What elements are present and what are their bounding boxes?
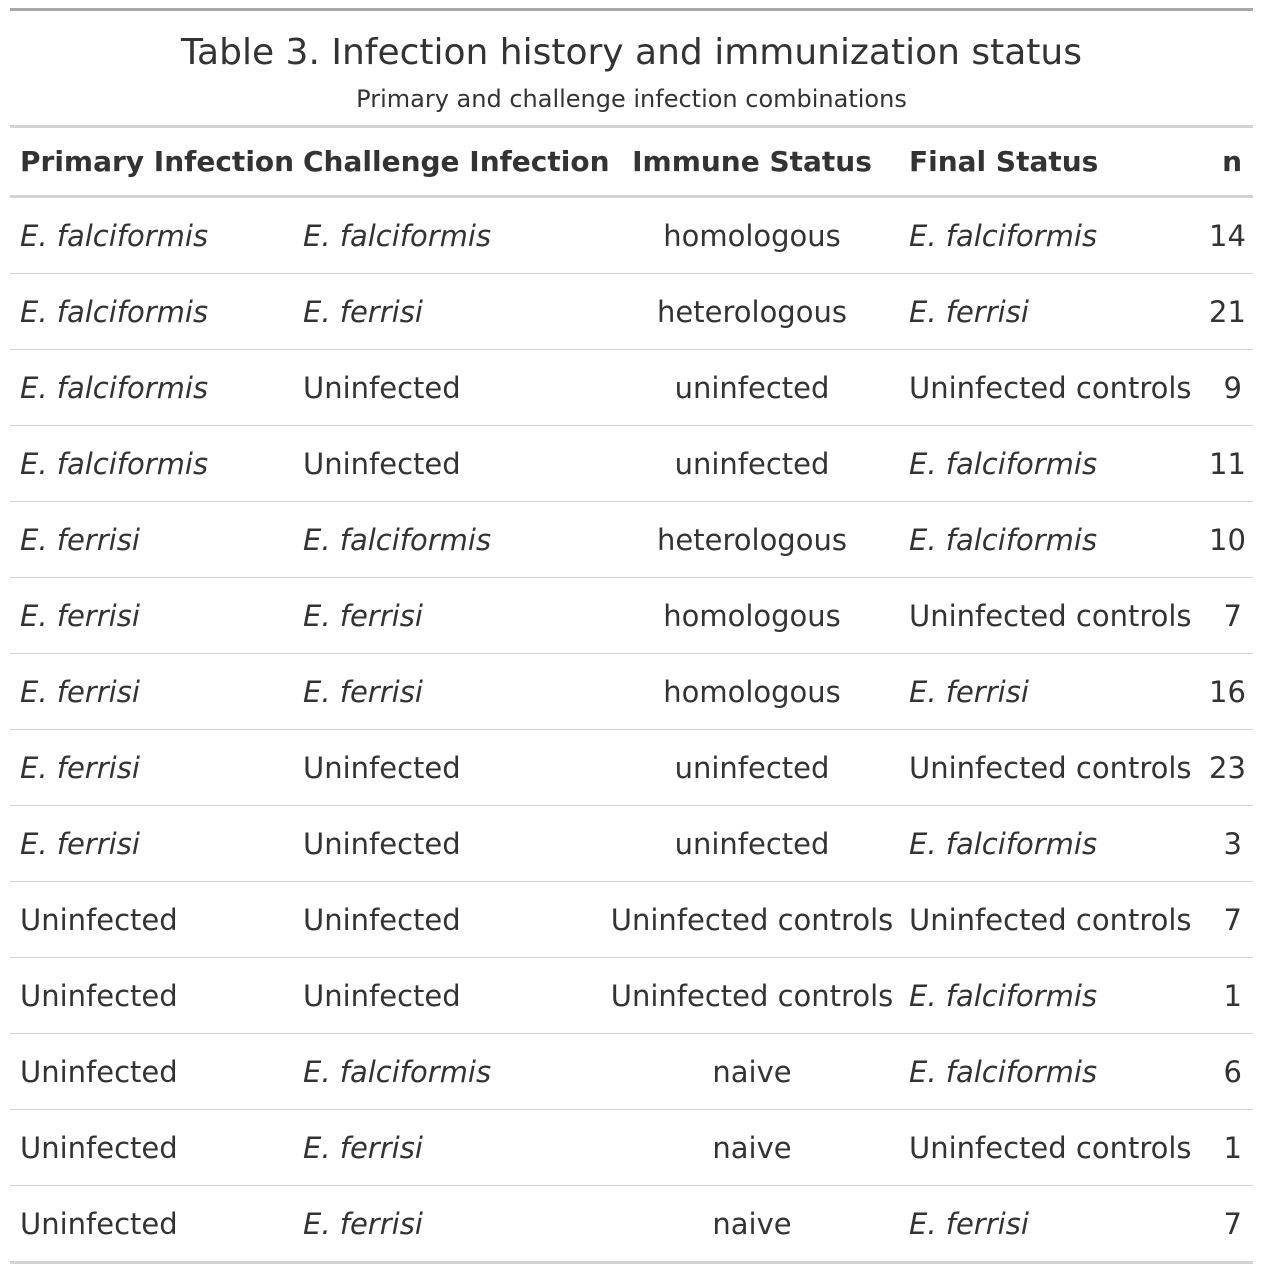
cell-primary-infection: E. falciformis xyxy=(10,196,293,274)
table-row: E. falciformis Uninfected uninfected Uninfe… xyxy=(10,349,1253,426)
table-row: E. ferrisi E. ferrisi homologous E. ferrisi… xyxy=(10,653,1253,730)
cell-final-status: E. falciformis xyxy=(899,425,1209,502)
cell-immune-status: homologous xyxy=(605,653,899,730)
table-row: E. falciformis E. falciformis homologous E.… xyxy=(10,196,1253,274)
cell-final-status: E. ferrisi xyxy=(899,273,1209,350)
cell-n: 11 xyxy=(1209,425,1253,502)
table-row: E. ferrisi E. ferrisi homologous Uninfected… xyxy=(10,577,1253,654)
table-row: E. ferrisi Uninfected uninfected Uninfected… xyxy=(10,729,1253,806)
cell-n: 7 xyxy=(1209,881,1253,958)
cell-n: 6 xyxy=(1209,1033,1253,1110)
cell-immune-status: uninfected xyxy=(605,805,899,882)
cell-primary-infection: E. falciformis xyxy=(10,349,293,426)
column-header-final-status: Final Status xyxy=(899,128,1209,198)
cell-n: 14 xyxy=(1209,196,1253,274)
cell-primary-infection: E. ferrisi xyxy=(10,805,293,882)
cell-challenge-infection: Uninfected xyxy=(293,805,605,882)
cell-final-status: E. ferrisi xyxy=(899,653,1209,730)
cell-n: 23 xyxy=(1209,729,1253,806)
table-container: Table 3. Infection history and immunizat… xyxy=(10,8,1253,1264)
cell-challenge-infection: Uninfected xyxy=(293,349,605,426)
cell-immune-status: naive xyxy=(605,1185,899,1264)
cell-primary-infection: Uninfected xyxy=(10,881,293,958)
cell-challenge-infection: Uninfected xyxy=(293,425,605,502)
cell-final-status: E. falciformis xyxy=(899,196,1209,274)
cell-challenge-infection: E. ferrisi xyxy=(293,1109,605,1186)
cell-final-status: E. falciformis xyxy=(899,501,1209,578)
cell-challenge-infection: E. ferrisi xyxy=(293,653,605,730)
cell-challenge-infection: E. ferrisi xyxy=(293,1185,605,1264)
cell-immune-status: uninfected xyxy=(605,425,899,502)
column-header-primary-infection: Primary Infection xyxy=(10,128,294,198)
cell-final-status: E. falciformis xyxy=(899,1033,1209,1110)
cell-primary-infection: Uninfected xyxy=(10,1109,293,1186)
table-title: Table 3. Infection history and immunizat… xyxy=(181,32,1082,73)
cell-n: 1 xyxy=(1209,957,1253,1034)
cell-challenge-infection: Uninfected xyxy=(293,957,605,1034)
cell-final-status: Uninfected controls xyxy=(899,1109,1209,1186)
cell-final-status: E. falciformis xyxy=(899,805,1209,882)
cell-final-status: Uninfected controls xyxy=(899,349,1209,426)
table-header: Primary Infection Challenge Infection Im… xyxy=(10,128,1253,198)
cell-n: 21 xyxy=(1209,273,1253,350)
cell-immune-status: heterologous xyxy=(605,273,899,350)
cell-challenge-infection: Uninfected xyxy=(293,881,605,958)
cell-final-status: Uninfected controls xyxy=(899,729,1209,806)
cell-n: 7 xyxy=(1209,1185,1253,1264)
table-row: E. falciformis Uninfected uninfected E. fal… xyxy=(10,425,1253,502)
cell-challenge-infection: Uninfected xyxy=(293,729,605,806)
cell-immune-status: homologous xyxy=(605,577,899,654)
cell-challenge-infection: E. ferrisi xyxy=(293,273,605,350)
cell-immune-status: Uninfected controls xyxy=(605,957,899,1034)
title-rule xyxy=(10,125,1253,128)
table-row: E. ferrisi E. falciformis heterologous E. f… xyxy=(10,501,1253,578)
cell-immune-status: heterologous xyxy=(605,501,899,578)
cell-immune-status: uninfected xyxy=(605,349,899,426)
column-header-challenge-infection: Challenge Infection xyxy=(293,128,610,198)
cell-immune-status: uninfected xyxy=(605,729,899,806)
data-table: Primary Infection Challenge Infection Im… xyxy=(10,128,1253,1264)
cell-challenge-infection: E. falciformis xyxy=(293,196,605,274)
cell-immune-status: naive xyxy=(605,1033,899,1110)
cell-primary-infection: E. ferrisi xyxy=(10,501,293,578)
cell-primary-infection: Uninfected xyxy=(10,1185,293,1264)
table-row: E. ferrisi Uninfected uninfected E. falcifo… xyxy=(10,805,1253,882)
table-body: E. falciformis E. falciformis homologous E.… xyxy=(10,196,1253,1264)
cell-immune-status: Uninfected controls xyxy=(605,881,899,958)
table-row: Uninfected E. ferrisi naive Uninfected cont… xyxy=(10,1109,1253,1186)
cell-immune-status: homologous xyxy=(605,196,899,274)
table-row: Uninfected Uninfected Uninfected controls E… xyxy=(10,957,1253,1034)
column-header-immune-status: Immune Status xyxy=(605,128,899,198)
cell-n: 9 xyxy=(1209,349,1253,426)
cell-n: 3 xyxy=(1209,805,1253,882)
cell-final-status: E. ferrisi xyxy=(899,1185,1209,1264)
cell-final-status: Uninfected controls xyxy=(899,577,1209,654)
cell-n: 1 xyxy=(1209,1109,1253,1186)
cell-primary-infection: E. ferrisi xyxy=(10,729,293,806)
table-row: Uninfected Uninfected Uninfected controls U… xyxy=(10,881,1253,958)
cell-final-status: E. falciformis xyxy=(899,957,1209,1034)
table-row: E. falciformis E. ferrisi heterologous E. f… xyxy=(10,273,1253,350)
cell-n: 10 xyxy=(1209,501,1253,578)
cell-challenge-infection: E. falciformis xyxy=(293,501,605,578)
cell-final-status: Uninfected controls xyxy=(899,881,1209,958)
header-row: Primary Infection Challenge Infection Im… xyxy=(10,128,1253,198)
cell-n: 16 xyxy=(1209,653,1253,730)
cell-n: 7 xyxy=(1209,577,1253,654)
table-row: Uninfected E. ferrisi naive E. ferrisi 7 xyxy=(10,1185,1253,1264)
cell-primary-infection: E. falciformis xyxy=(10,425,293,502)
column-header-n: n xyxy=(1209,128,1253,198)
table-subtitle: Primary and challenge infection combinat… xyxy=(356,85,907,113)
cell-immune-status: naive xyxy=(605,1109,899,1186)
cell-primary-infection: E. ferrisi xyxy=(10,577,293,654)
cell-challenge-infection: E. ferrisi xyxy=(293,577,605,654)
cell-primary-infection: Uninfected xyxy=(10,957,293,1034)
cell-primary-infection: Uninfected xyxy=(10,1033,293,1110)
table-row: Uninfected E. falciformis naive E. falcifor… xyxy=(10,1033,1253,1110)
top-rule xyxy=(10,8,1253,11)
cell-primary-infection: E. falciformis xyxy=(10,273,293,350)
cell-primary-infection: E. ferrisi xyxy=(10,653,293,730)
cell-challenge-infection: E. falciformis xyxy=(293,1033,605,1110)
